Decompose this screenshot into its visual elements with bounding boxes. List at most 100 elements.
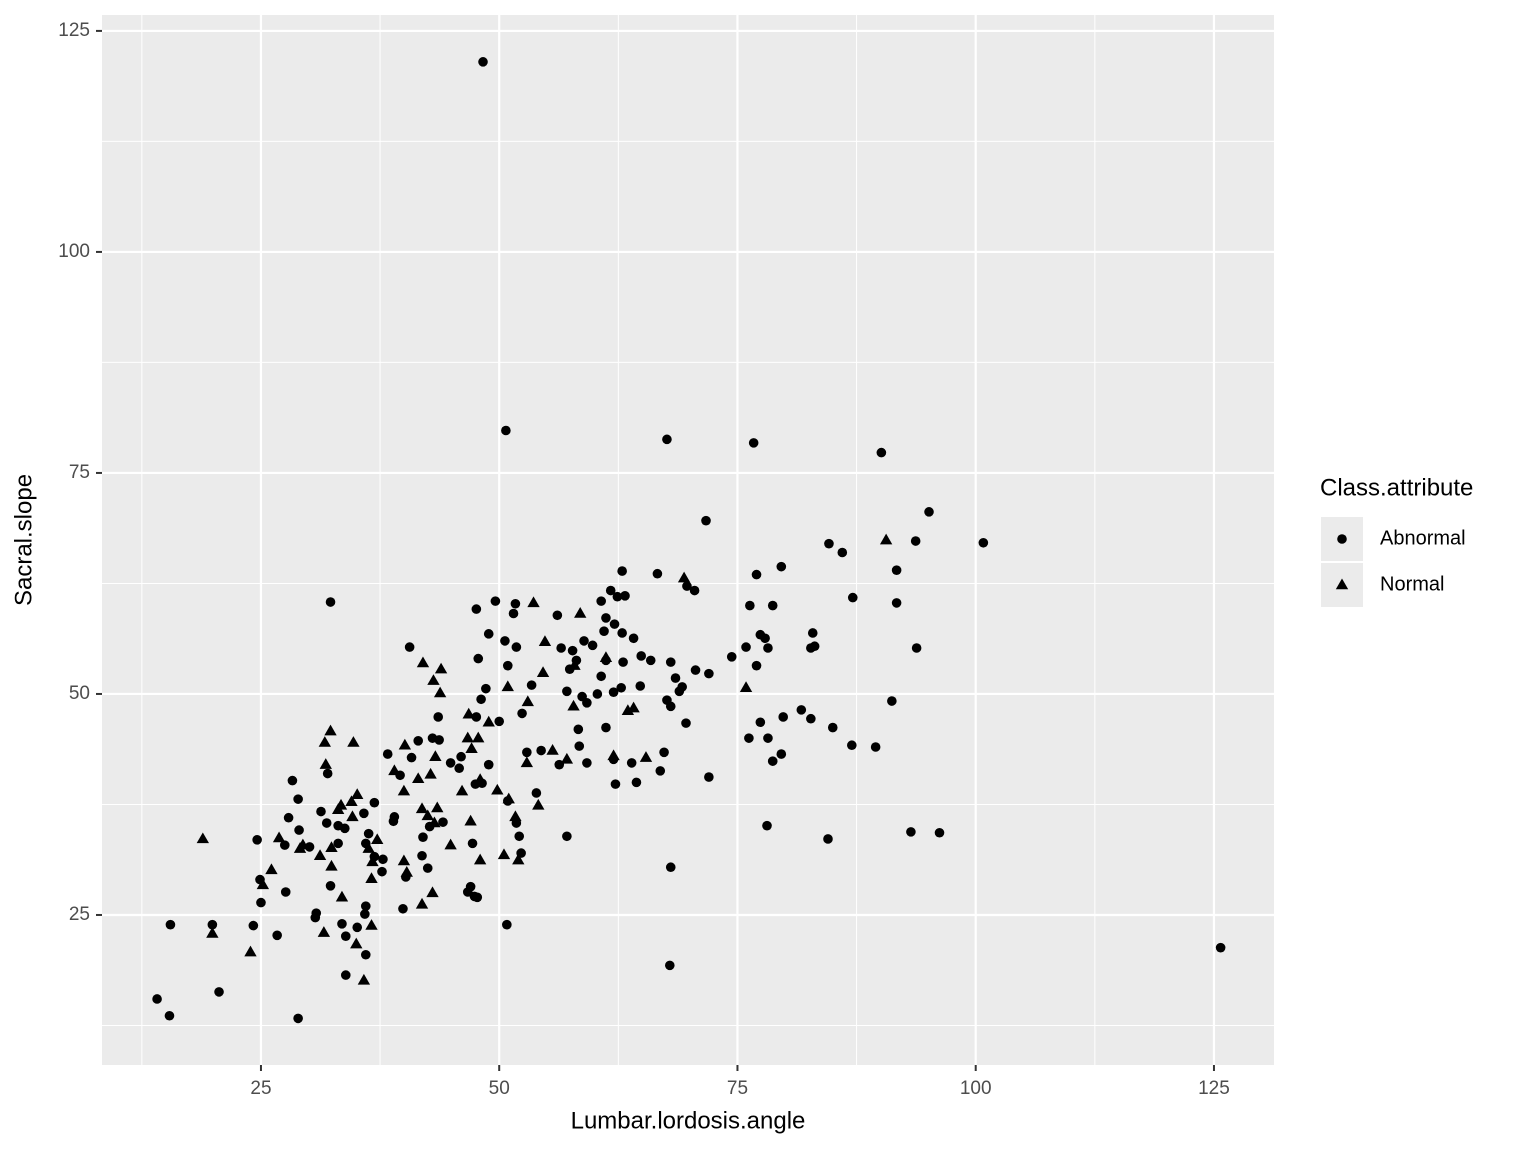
- point: [319, 758, 332, 769]
- point: [293, 1013, 303, 1024]
- point: [536, 666, 550, 677]
- point: [760, 633, 770, 644]
- point: [556, 643, 566, 653]
- point: [481, 683, 491, 694]
- y-tick-label: 25: [69, 904, 90, 925]
- point: [552, 610, 563, 621]
- point: [665, 657, 676, 667]
- point: [502, 660, 513, 671]
- point: [293, 842, 307, 853]
- point: [502, 919, 512, 930]
- point: [471, 712, 482, 722]
- point: [321, 818, 332, 828]
- point: [689, 585, 700, 596]
- legend-symbol: [1335, 578, 1349, 590]
- point: [778, 712, 789, 722]
- point: [351, 788, 364, 799]
- x-axis-title: Lumbar.lordosis.angle: [571, 1107, 806, 1134]
- x-tick-label: 50: [489, 1078, 510, 1099]
- point: [360, 949, 371, 960]
- point: [605, 585, 616, 596]
- point: [433, 686, 447, 698]
- point: [455, 784, 469, 796]
- point: [365, 872, 378, 883]
- point: [462, 887, 473, 897]
- point: [827, 722, 838, 733]
- point: [626, 758, 637, 768]
- point: [612, 591, 623, 602]
- point: [152, 994, 162, 1004]
- point: [776, 561, 787, 572]
- point: [472, 892, 483, 903]
- point: [755, 717, 766, 728]
- point: [806, 713, 816, 724]
- point: [522, 747, 532, 758]
- point: [398, 738, 412, 750]
- point: [378, 854, 388, 865]
- point: [704, 772, 714, 782]
- point: [482, 715, 495, 727]
- point: [823, 834, 833, 844]
- point: [272, 930, 282, 941]
- point: [360, 901, 371, 911]
- point: [609, 619, 620, 629]
- point: [726, 652, 737, 662]
- point: [978, 537, 989, 548]
- point: [599, 651, 613, 662]
- point: [796, 705, 807, 715]
- point: [748, 438, 759, 448]
- point: [527, 596, 540, 608]
- point: [429, 750, 442, 761]
- point: [325, 841, 338, 853]
- point: [670, 673, 681, 683]
- point: [596, 596, 606, 606]
- point: [870, 742, 881, 752]
- point: [365, 919, 378, 930]
- point: [196, 832, 210, 844]
- point: [413, 736, 424, 746]
- point: [847, 740, 857, 751]
- point: [617, 566, 627, 576]
- y-tick-label: 75: [69, 462, 90, 483]
- point: [567, 645, 578, 656]
- point: [428, 816, 441, 828]
- point: [664, 960, 675, 971]
- point: [538, 635, 552, 647]
- point: [418, 832, 428, 842]
- point: [762, 820, 772, 831]
- point: [500, 636, 510, 646]
- legend-label: Normal: [1380, 573, 1444, 595]
- legend-label: Abnormal: [1380, 527, 1466, 549]
- point: [567, 699, 580, 711]
- point: [610, 779, 621, 789]
- point: [431, 801, 444, 813]
- point: [427, 733, 438, 743]
- x-tick-label: 75: [727, 1078, 748, 1099]
- plot-panel: [102, 15, 1274, 1065]
- point: [412, 772, 425, 784]
- point: [763, 643, 773, 653]
- point: [415, 897, 429, 909]
- point: [322, 768, 333, 779]
- point: [244, 945, 257, 957]
- point: [422, 863, 433, 873]
- point: [472, 731, 485, 743]
- point: [325, 597, 336, 607]
- point: [776, 749, 787, 759]
- point: [701, 515, 711, 526]
- point: [562, 686, 572, 697]
- legend: Class.attribute Abnormal Normal: [1320, 474, 1473, 607]
- point: [294, 825, 304, 835]
- point: [483, 759, 494, 770]
- point: [652, 568, 663, 579]
- y-tick-label: 125: [58, 20, 90, 41]
- point: [682, 581, 692, 591]
- point: [272, 831, 286, 843]
- point: [313, 849, 327, 860]
- point: [745, 600, 755, 611]
- point: [1215, 942, 1226, 953]
- point: [562, 831, 572, 842]
- point: [388, 764, 401, 776]
- point: [608, 687, 619, 697]
- point: [809, 641, 820, 652]
